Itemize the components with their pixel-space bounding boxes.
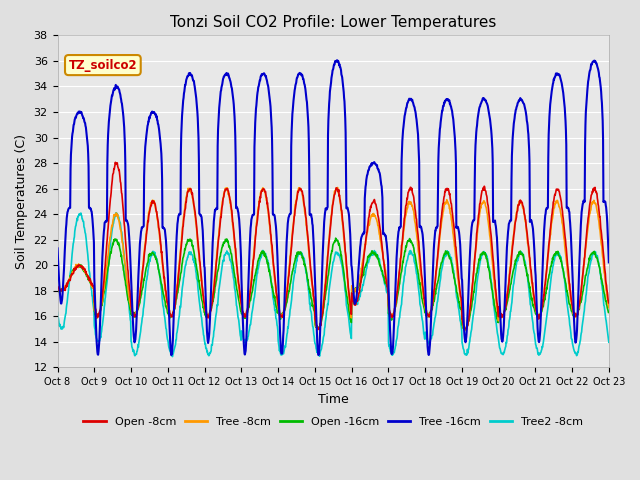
- Legend: Open -8cm, Tree -8cm, Open -16cm, Tree -16cm, Tree2 -8cm: Open -8cm, Tree -8cm, Open -16cm, Tree -…: [79, 413, 588, 432]
- X-axis label: Time: Time: [318, 393, 349, 406]
- Y-axis label: Soil Temperatures (C): Soil Temperatures (C): [15, 134, 28, 269]
- Text: TZ_soilco2: TZ_soilco2: [68, 59, 137, 72]
- Title: Tonzi Soil CO2 Profile: Lower Temperatures: Tonzi Soil CO2 Profile: Lower Temperatur…: [170, 15, 497, 30]
